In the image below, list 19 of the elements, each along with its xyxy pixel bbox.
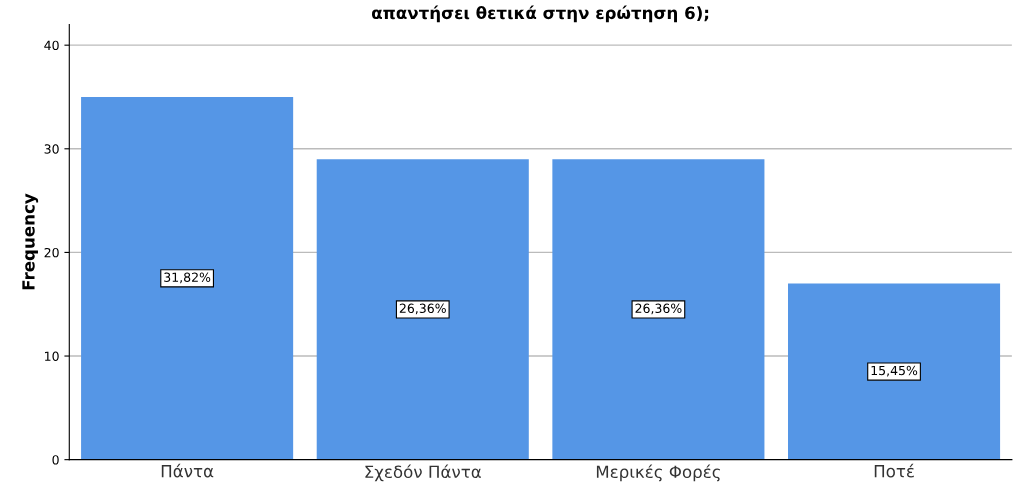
y-tick-label: 30 (44, 144, 59, 154)
bar (81, 96, 294, 460)
annotation: 26,36% (635, 303, 682, 315)
annotation: 15,45% (871, 365, 918, 377)
x-tick-label: Πάντα (161, 463, 214, 478)
chart-title: απαντήσει θετικά στην ερώτηση 6); (371, 5, 709, 23)
y-tick-label: 20 (44, 247, 59, 258)
y-tick-label: 10 (45, 351, 59, 361)
bar (316, 159, 529, 460)
annotation: 31,82% (164, 272, 211, 284)
x-tick-label: Μερικές Φορές (596, 464, 720, 482)
bar (552, 159, 765, 460)
x-tick-label: Ποτέ (874, 463, 914, 478)
y-tick-label: 40 (44, 40, 59, 51)
bar (788, 283, 1001, 460)
y-axis-title: Frequency (22, 193, 39, 290)
y-tick-label: 0 (52, 455, 59, 465)
x-tick-label: Σχεδόν Πάντα (365, 464, 481, 482)
annotation: 26,36% (399, 303, 446, 315)
